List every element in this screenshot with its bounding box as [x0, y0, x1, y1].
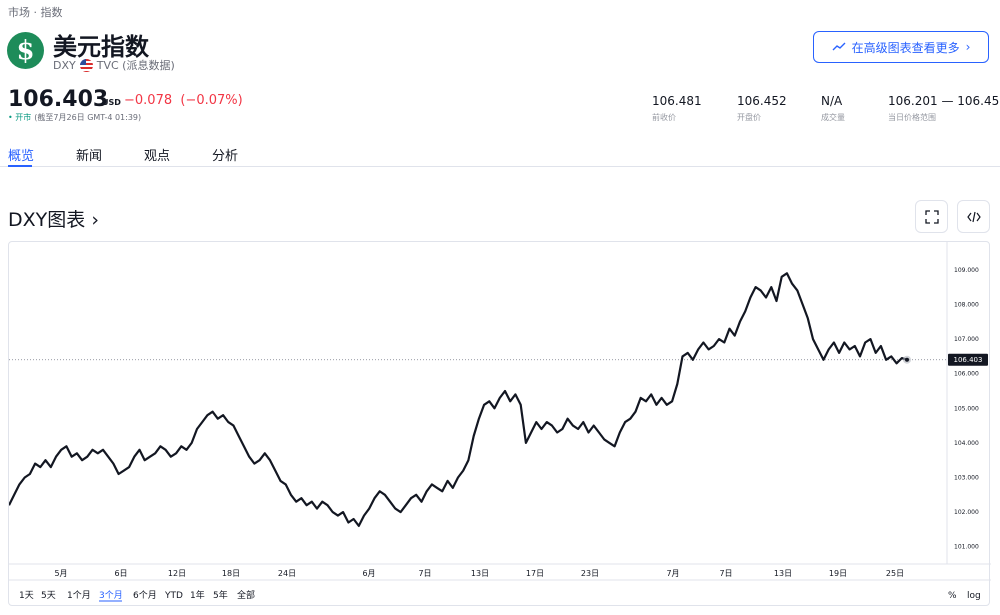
- chart-container[interactable]: 101.000 102.000 103.000 104.000 105.000 106.0…: [8, 241, 991, 607]
- exchange-label[interactable]: TVC (派息数据): [96, 59, 175, 72]
- range-selector: 1天 5天 1个月 3个月 6个月 YTD 1年 5年 全部% log: [19, 589, 981, 602]
- as-of-time: (截至7月26日 GMT-4 01:39): [34, 113, 142, 122]
- scale-toggle-button[interactable]: log: [967, 591, 981, 601]
- stat-value: 106.481: [652, 94, 702, 108]
- stat-label: 开盘价: [737, 113, 761, 122]
- range-button[interactable]: 1年: [190, 589, 205, 601]
- price-chart[interactable]: 101.000 102.000 103.000 104.000 105.000 106.0…: [9, 242, 991, 607]
- y-tick-label: 106.000: [954, 371, 979, 378]
- advanced-chart-button[interactable]: 在高级图表查看更多 ›: [813, 31, 989, 63]
- stat-label: 前收价: [652, 113, 676, 122]
- tab-analysis[interactable]: 分析: [212, 149, 239, 164]
- tabs-divider: [0, 166, 1000, 167]
- price-axis: 101.000 102.000 103.000 104.000 105.000 106.0…: [948, 267, 988, 551]
- chart-section-title[interactable]: DXY图表 ›: [8, 205, 99, 232]
- stat-value: 106.452: [737, 94, 787, 108]
- ticker-label: DXY: [53, 58, 76, 72]
- market-status: • 开市 (截至7月26日 GMT-4 01:39): [8, 112, 141, 123]
- range-button[interactable]: 全部: [237, 589, 255, 601]
- y-tick-label: 105.000: [954, 405, 979, 412]
- code-icon: [966, 211, 981, 222]
- range-button[interactable]: 1天: [19, 591, 34, 601]
- dollar-logo-icon: $: [7, 32, 44, 69]
- x-tick-label: 18日: [222, 569, 240, 578]
- symbol-info: DXY TVC (派息数据): [53, 57, 175, 73]
- tab-news[interactable]: 新闻: [76, 149, 103, 164]
- range-button[interactable]: 6个月: [133, 590, 157, 601]
- chart-title-text: DXY图表: [8, 209, 86, 231]
- fullscreen-button[interactable]: [915, 200, 948, 233]
- x-tick-label: 25日: [886, 569, 904, 578]
- y-tick-label: 102.000: [954, 509, 979, 516]
- stat-value: 106.201 — 106.452: [888, 94, 1000, 108]
- x-tick-label: 7日: [418, 569, 431, 578]
- y-tick-label: 101.000: [954, 544, 979, 551]
- y-tick-label: 109.000: [954, 267, 979, 274]
- x-tick-label: 12日: [168, 569, 186, 578]
- y-tick-label: 108.000: [954, 301, 979, 308]
- price-change: −0.078 (−0.07%): [124, 93, 243, 108]
- x-tick-label: 6日: [114, 569, 127, 578]
- chevron-right-icon: ›: [965, 40, 971, 54]
- stat-label: 当日价格范围: [888, 113, 936, 122]
- fullscreen-icon: [924, 209, 939, 224]
- x-tick-label: 5月: [54, 569, 67, 578]
- embed-code-button[interactable]: [957, 200, 990, 233]
- stat-open: 106.452 开盘价: [737, 94, 787, 123]
- page-title: 美元指数: [53, 33, 149, 61]
- stat-day-range: 106.201 — 106.452 当日价格范围: [888, 94, 1000, 123]
- range-button[interactable]: YTD: [164, 591, 183, 601]
- last-price: 106.403: [8, 87, 109, 112]
- range-button[interactable]: 3个月: [99, 590, 123, 601]
- chevron-right-icon: ›: [91, 209, 99, 231]
- stat-volume: N/A 成交量: [821, 94, 845, 123]
- tab-overview[interactable]: 概览: [8, 149, 35, 164]
- y-tick-label: 104.000: [954, 440, 979, 447]
- breadcrumb[interactable]: 市场 · 指数: [8, 6, 63, 19]
- change-percent: (−0.07%): [180, 93, 243, 108]
- x-tick-label: 13日: [471, 569, 489, 578]
- stat-value: N/A: [821, 94, 843, 108]
- price-currency: USD: [102, 98, 121, 107]
- x-tick-label: 23日: [581, 569, 599, 578]
- time-axis: 5月 6日 12日 18日 24日 6月 7日 13日 17日 23日 7月 7日 13日 19日 25日: [54, 569, 904, 578]
- trend-line-icon: [832, 42, 846, 51]
- scale-toggle-button[interactable]: %: [948, 591, 957, 601]
- x-tick-label: 24日: [278, 569, 296, 578]
- active-tab-indicator: [8, 165, 32, 167]
- x-tick-label: 7日: [719, 569, 732, 578]
- range-button[interactable]: 5天: [41, 591, 56, 601]
- x-tick-label: 17日: [526, 569, 544, 578]
- x-tick-label: 19日: [829, 569, 847, 578]
- change-value: −0.078: [124, 93, 173, 108]
- range-button[interactable]: 1个月: [67, 590, 91, 601]
- y-tick-label: 103.000: [954, 474, 979, 481]
- x-tick-label: 7月: [666, 569, 679, 578]
- last-price-tag: [948, 353, 988, 366]
- x-tick-label: 6月: [362, 569, 375, 578]
- x-tick-label: 13日: [774, 569, 792, 578]
- plot-area: [9, 272, 947, 527]
- advanced-chart-label: 在高级图表查看更多: [851, 40, 960, 55]
- section-tabs: 概览 新闻 观点 分析: [8, 145, 280, 164]
- stat-prev-close: 106.481 前收价: [652, 94, 702, 123]
- tab-ideas[interactable]: 观点: [144, 149, 171, 164]
- range-button[interactable]: 5年: [213, 589, 228, 601]
- price-series-line[interactable]: [9, 272, 908, 527]
- y-tick-label: 107.000: [954, 336, 979, 343]
- stat-label: 成交量: [821, 113, 845, 122]
- last-price-tag-label: 106.403: [954, 356, 983, 364]
- us-flag-icon: [79, 58, 93, 72]
- market-open-badge: • 开市: [8, 113, 32, 122]
- last-point-marker: [905, 357, 909, 362]
